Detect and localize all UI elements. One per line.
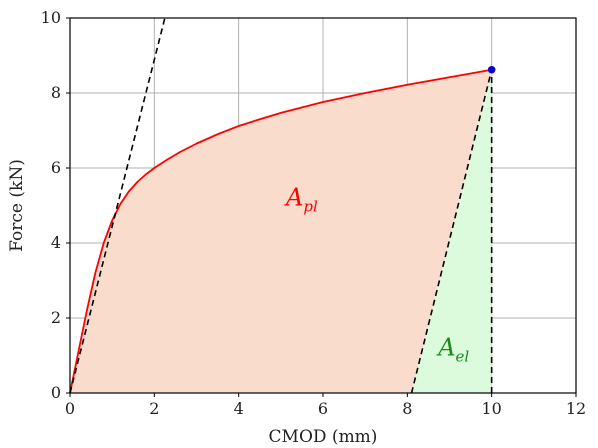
shaded-areas	[70, 69, 492, 393]
y-tick-label: 4	[51, 233, 61, 252]
y-axis-label: Force (kN)	[7, 159, 27, 252]
dashed-line-1	[69, 17, 166, 394]
area-label-elastic: Ael	[436, 334, 469, 366]
x-tick-label: 2	[149, 399, 159, 418]
x-tick-label: 4	[234, 399, 244, 418]
data-lines	[69, 17, 496, 394]
x-tick-label: 6	[318, 399, 328, 418]
y-tick-label: 6	[51, 158, 61, 177]
area-plastic	[70, 69, 492, 393]
x-tick-label: 0	[65, 399, 75, 418]
x-tick-label: 12	[566, 399, 586, 418]
area-label-plastic: Apl	[284, 184, 318, 216]
x-tick-label: 8	[402, 399, 412, 418]
peak-point	[487, 65, 496, 74]
force-curve	[69, 68, 492, 394]
x-axis-label: CMOD (mm)	[269, 427, 378, 447]
dashed-line-2	[410, 69, 493, 394]
y-tick-label: 2	[51, 308, 61, 327]
y-tick-label: 8	[51, 83, 61, 102]
y-tick-label: 0	[51, 383, 61, 402]
y-tick-label: 10	[41, 8, 61, 27]
plot-frame	[66, 17, 577, 397]
area-labels: Apl Ael	[284, 184, 469, 366]
x-tick-label: 10	[481, 399, 501, 418]
tick-labels: 0 2 4 6 8 10 12 0 2 4 6 8 10	[41, 8, 587, 418]
